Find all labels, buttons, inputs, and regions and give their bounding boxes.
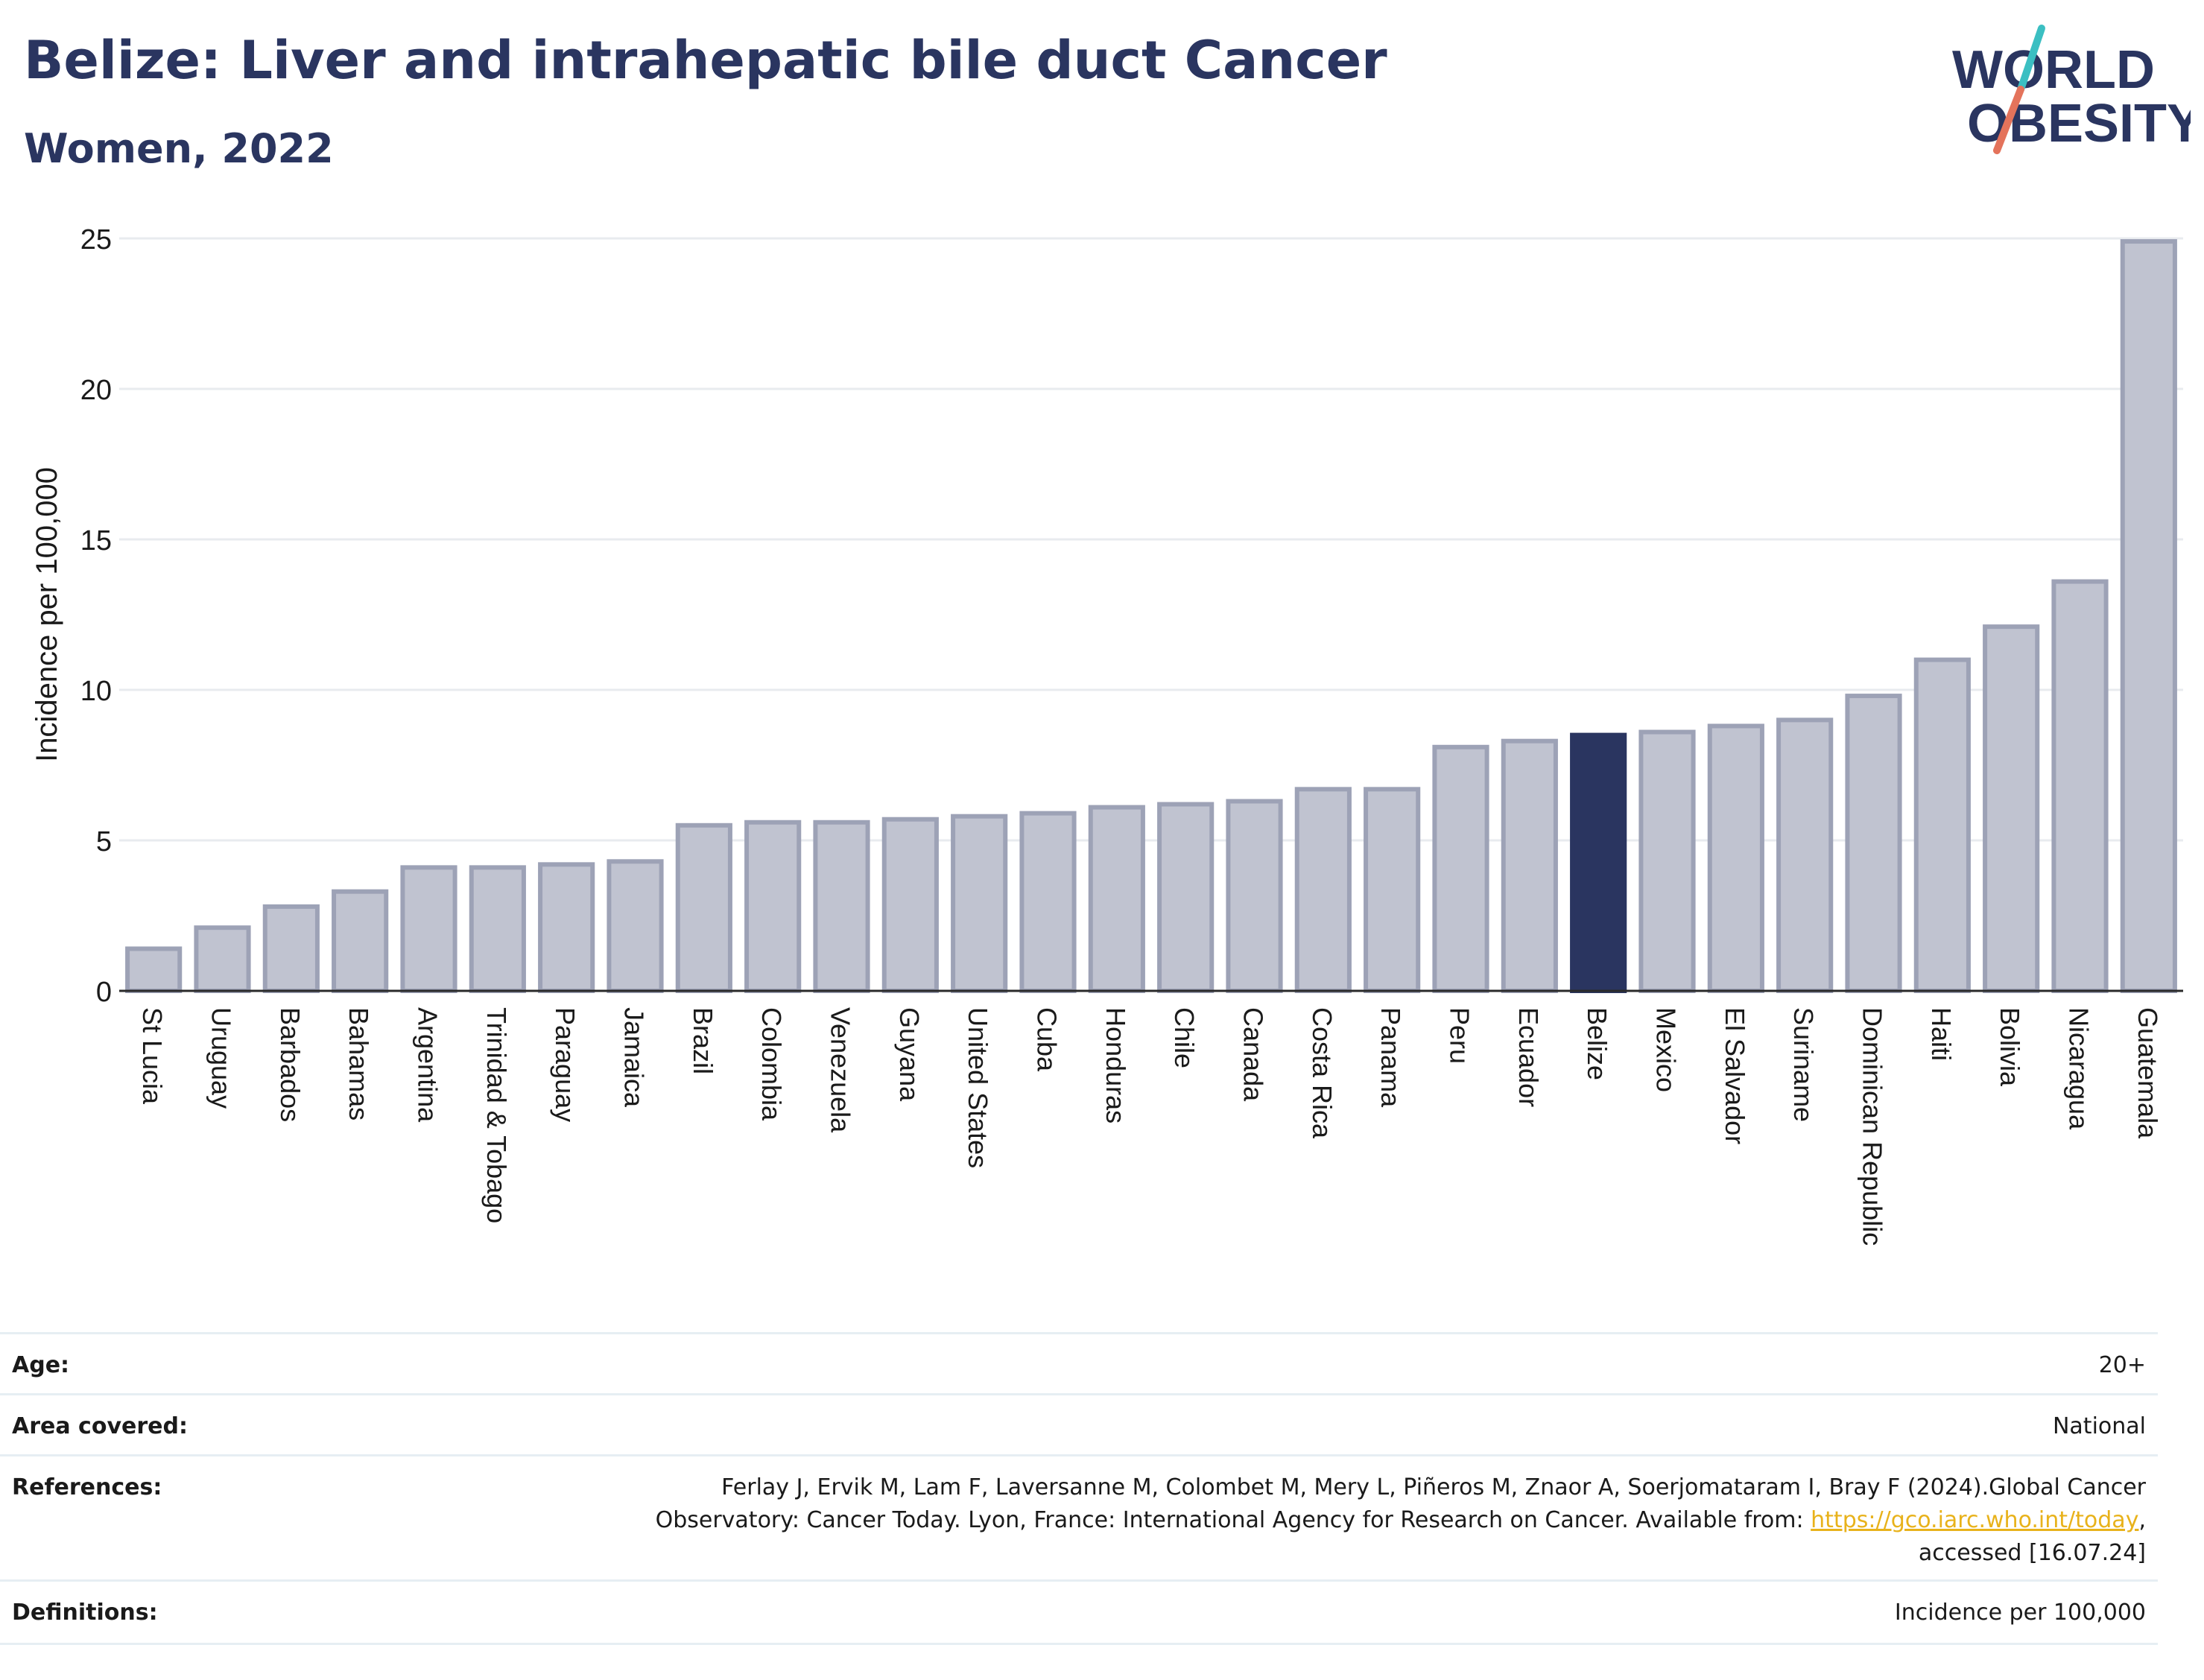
x-tick-label: Colombia: [756, 1007, 787, 1121]
chart-title: Belize: Liver and intrahepatic bile duct…: [24, 30, 1387, 91]
bar-guyana[interactable]: [881, 817, 939, 993]
y-tick-label: 15: [80, 525, 112, 557]
age-label: Age:: [12, 1352, 70, 1378]
references-line2-end: ,: [2138, 1507, 2146, 1533]
x-tick-label: Panama: [1375, 1007, 1406, 1108]
bar-layer: [125, 239, 2177, 994]
area-value: National: [2052, 1413, 2146, 1439]
x-tick-label: Mexico: [1651, 1007, 1682, 1092]
bar-belize[interactable]: [1570, 732, 1627, 993]
bar-paraguay[interactable]: [538, 862, 595, 993]
x-tick-label: Brazil: [688, 1007, 718, 1074]
bar-st-lucia[interactable]: [125, 946, 183, 993]
bar-united-states[interactable]: [951, 814, 1008, 994]
x-tick-label: Jamaica: [619, 1007, 650, 1108]
x-tick-label: Nicaragua: [2064, 1007, 2094, 1130]
bar-costa-rica[interactable]: [1294, 787, 1352, 993]
x-tick-label: El Salvador: [1720, 1007, 1750, 1144]
x-tick-label: Cuba: [1032, 1007, 1063, 1072]
x-tick-label: Guyana: [894, 1007, 925, 1102]
x-tick-label: Trinidad & Tobago: [481, 1007, 512, 1223]
references-line3: accessed [16.07.24]: [1918, 1540, 2146, 1566]
logo-slash-teal: [2017, 25, 2045, 93]
meta-row-area: Area covered: National: [0, 1393, 2158, 1456]
x-tick-label: Ecuador: [1513, 1007, 1544, 1107]
x-tick-label: Uruguay: [206, 1007, 237, 1109]
bar-venezuela[interactable]: [813, 820, 870, 994]
bar-dominican-republic[interactable]: [1845, 694, 1902, 994]
bar-nicaragua[interactable]: [2051, 579, 2109, 993]
references-line2-text: Observatory: Cancer Today. Lyon, France:…: [655, 1507, 1811, 1533]
bar-bolivia[interactable]: [1983, 624, 2040, 993]
bar-argentina[interactable]: [400, 865, 457, 993]
x-tick-label: Peru: [1445, 1007, 1475, 1064]
x-tick-label: Belize: [1582, 1007, 1612, 1080]
y-axis-label: Incidence per 100,000: [31, 467, 63, 762]
bar-honduras[interactable]: [1088, 805, 1145, 994]
x-tick-label: Costa Rica: [1307, 1007, 1337, 1139]
y-tick-label: 5: [96, 826, 112, 858]
bar-jamaica[interactable]: [607, 859, 664, 994]
x-tick-label: Suriname: [1788, 1007, 1819, 1122]
references-label: References:: [12, 1474, 162, 1500]
y-tick-label: 10: [80, 676, 112, 707]
bar-el-salvador[interactable]: [1707, 723, 1764, 993]
x-tick-label: Barbados: [275, 1007, 305, 1122]
y-tick-label: 20: [80, 375, 112, 406]
references-line2: Observatory: Cancer Today. Lyon, France:…: [358, 1504, 2146, 1537]
age-value: 20+: [2098, 1352, 2146, 1378]
x-tick-label: Haiti: [1926, 1007, 1957, 1061]
x-tick-label: Dominican Republic: [1858, 1007, 1888, 1246]
x-tick-label: Paraguay: [550, 1007, 580, 1122]
bar-bahamas[interactable]: [332, 889, 389, 994]
chart-subtitle: Women, 2022: [24, 125, 334, 172]
definitions-value: Incidence per 100,000: [1894, 1600, 2146, 1626]
references-value: Ferlay J, Ervik M, Lam F, Laversanne M, …: [358, 1471, 2146, 1570]
x-tick-label: Guatemala: [2132, 1007, 2163, 1139]
bar-mexico[interactable]: [1638, 729, 1696, 993]
bar-suriname[interactable]: [1776, 717, 1834, 994]
bar-ecuador[interactable]: [1501, 738, 1558, 993]
definitions-label: Definitions:: [12, 1600, 158, 1626]
bar-guatemala[interactable]: [2120, 239, 2177, 994]
x-tick-label: United States: [963, 1007, 993, 1168]
bar-chart: 0 5 10 15 20 25 St Lucia Uruguay Barbados Bahamas…: [31, 224, 2183, 1246]
meta-row-age: Age: 20+: [0, 1332, 2158, 1395]
x-tick-label: Honduras: [1101, 1007, 1131, 1123]
bar-panama[interactable]: [1364, 787, 1421, 993]
bar-barbados[interactable]: [262, 904, 320, 994]
bar-peru[interactable]: [1432, 744, 1489, 993]
grid-layer: [119, 237, 2183, 842]
bar-haiti[interactable]: [1913, 657, 1971, 993]
bar-chile[interactable]: [1157, 802, 1215, 994]
bar-brazil[interactable]: [675, 822, 732, 994]
bar-uruguay[interactable]: [194, 925, 251, 994]
x-tick-label: Chile: [1169, 1007, 1200, 1068]
x-tick-label: Canada: [1238, 1007, 1269, 1102]
x-tick-label: Bahamas: [343, 1007, 374, 1120]
meta-row-definitions: Definitions: Incidence per 100,000: [0, 1579, 2158, 1645]
bar-cuba[interactable]: [1019, 811, 1077, 994]
world-obesity-logo: WORLD OBESITY: [1952, 25, 2191, 154]
axis-layer: 0 5 10 15 20 25 St Lucia Uruguay Barbados Bahamas…: [80, 224, 2183, 1246]
bar-canada[interactable]: [1226, 799, 1283, 993]
y-tick-label: 25: [80, 224, 112, 256]
bar-trinidad-tobago[interactable]: [469, 865, 526, 993]
y-tick-label: 0: [96, 977, 112, 1008]
references-line1: Ferlay J, Ervik M, Lam F, Laversanne M, …: [721, 1474, 2146, 1500]
references-link[interactable]: https://gco.iarc.who.int/today: [1811, 1507, 2139, 1533]
x-tick-label: Argentina: [413, 1007, 443, 1123]
x-tick-label: St Lucia: [137, 1007, 168, 1105]
bar-colombia[interactable]: [744, 820, 802, 994]
x-tick-label: Bolivia: [1995, 1007, 2025, 1087]
logo-line1: WORLD: [1952, 40, 2155, 100]
area-label: Area covered:: [12, 1413, 188, 1439]
x-tick-label: Venezuela: [826, 1007, 856, 1133]
meta-row-references: References: Ferlay J, Ervik M, Lam F, La…: [0, 1454, 2158, 1582]
logo-slash-coral: [1993, 86, 2024, 154]
